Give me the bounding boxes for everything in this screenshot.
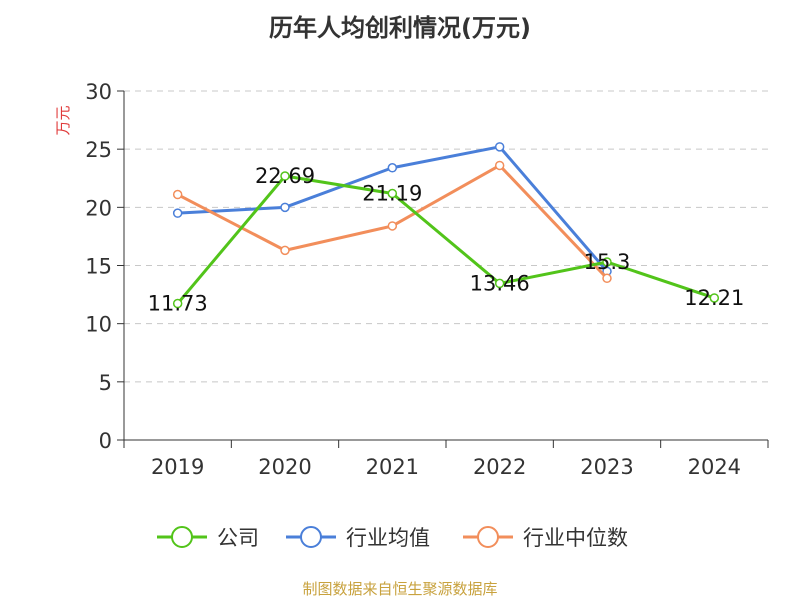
data-point	[387, 163, 398, 173]
y-tick-label: 0	[99, 429, 112, 453]
x-tick-label: 2019	[151, 455, 204, 479]
x-tick-label: 2023	[580, 455, 633, 479]
y-tick-label: 25	[85, 138, 112, 162]
legend-label: 行业中位数	[523, 526, 628, 550]
data-label: 12.21	[684, 286, 744, 310]
legend-label: 公司	[217, 526, 259, 550]
y-tick-label: 15	[85, 255, 112, 279]
chart-title: 历年人均创利情况(万元)	[269, 14, 531, 42]
source-note: 制图数据来自恒生聚源数据库	[302, 580, 498, 598]
legend-marker	[477, 526, 499, 548]
data-point	[172, 189, 183, 200]
y-tick-label: 20	[85, 196, 112, 220]
data-point	[602, 257, 612, 267]
legend-label: 行业均值	[346, 526, 430, 550]
data-label: 13.46	[470, 271, 530, 295]
data-point	[172, 298, 183, 309]
data-label: 11.73	[148, 292, 208, 316]
x-tick-label: 2024	[688, 455, 741, 479]
legend-marker	[171, 526, 193, 548]
data-label: 15.3	[584, 250, 631, 274]
data-point	[709, 293, 720, 303]
series-line-0	[176, 174, 715, 305]
data-point	[494, 278, 505, 289]
x-tick-label: 2020	[258, 455, 311, 479]
x-tick-label: 2022	[473, 455, 526, 479]
data-label: 21.19	[362, 181, 422, 205]
data-point	[387, 188, 398, 199]
data-point	[280, 202, 290, 213]
y-tick-label: 30	[85, 80, 112, 104]
data-point	[387, 221, 398, 231]
data-point	[280, 171, 290, 181]
data-point	[494, 160, 505, 171]
y-tick-label: 5	[99, 371, 112, 395]
legend-marker	[300, 526, 322, 548]
data-point	[280, 245, 290, 256]
data-label: 22.69	[255, 164, 315, 188]
data-point	[602, 273, 612, 284]
y-axis-title: 万元	[54, 105, 72, 135]
data-point	[494, 142, 505, 152]
x-tick-label: 2021	[366, 455, 419, 479]
y-tick-label: 10	[85, 313, 112, 337]
data-point	[172, 208, 183, 218]
